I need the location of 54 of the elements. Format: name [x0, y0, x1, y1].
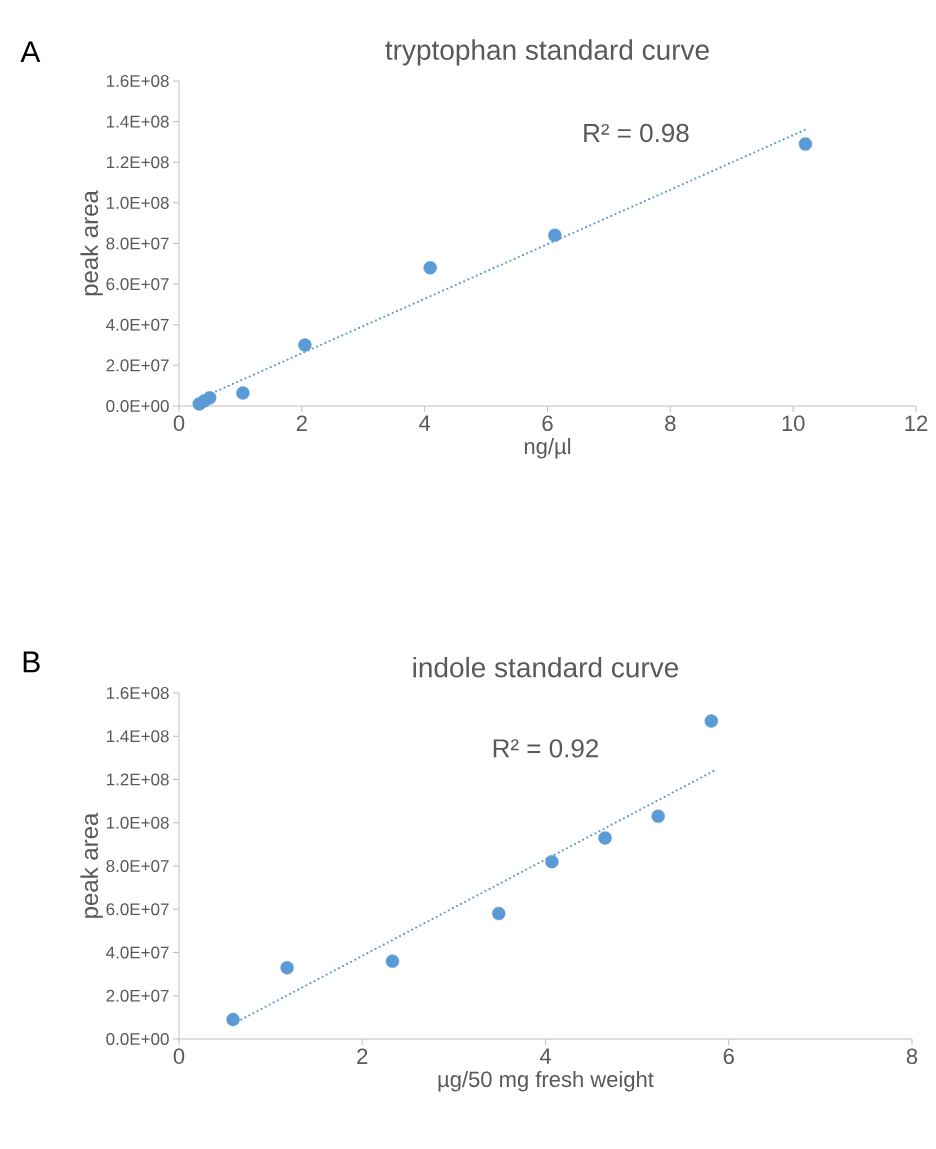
point [492, 906, 506, 921]
y-tick-label: 6.0E+07 [106, 278, 169, 291]
point [651, 809, 665, 823]
x-axis-title: µg/50 mg fresh weight [438, 1070, 654, 1092]
x-tick-label: 6 [542, 415, 553, 432]
x-tick-label: 4 [419, 415, 431, 431]
point [385, 954, 400, 968]
point [280, 960, 294, 975]
x-tick-label: 8 [665, 415, 676, 432]
x-tick-label: 0 [173, 415, 185, 432]
annotation: R² = 0.98 [584, 123, 689, 143]
y-tick-label: 1.4E+08 [106, 730, 169, 743]
x-tick-label: 2 [357, 1048, 368, 1064]
x-tick-label: 10 [782, 415, 805, 432]
y-axis-title: peak area [80, 812, 103, 918]
y-tick-label: 8.0E+07 [106, 859, 169, 873]
point [798, 137, 813, 151]
point [704, 714, 719, 728]
y-tick-label: 1.4E+08 [106, 115, 169, 128]
y-tick-label: 1.6E+08 [106, 686, 169, 700]
y-tick-label: 1.0E+08 [106, 816, 169, 829]
y-tick-label: 1.2E+08 [106, 156, 169, 169]
point [236, 386, 250, 400]
y-tick-label: 1.2E+08 [106, 773, 169, 786]
y-tick-label: 6.0E+07 [106, 903, 169, 916]
x-tick-label: 6 [723, 1048, 734, 1065]
y-tick-label: 4.0E+07 [106, 946, 169, 959]
annotation: R² = 0.92 [493, 739, 598, 758]
point [548, 228, 562, 243]
x-tick-label: 8 [906, 1048, 918, 1065]
point [298, 338, 312, 352]
y-axis-title: peak area [80, 190, 103, 296]
x-tick-label: 0 [173, 1048, 185, 1065]
y-tick-label: 2.0E+07 [106, 359, 169, 372]
y-tick-label: 2.0E+07 [106, 989, 169, 1002]
x-tick-label: 4 [539, 1048, 551, 1064]
chart-title: tryptophan standard curve [385, 39, 709, 66]
y-tick-label: 4.0E+07 [106, 318, 169, 331]
point [203, 391, 217, 405]
x-tick-label: 12 [905, 415, 928, 431]
x-tick-label: 2 [296, 415, 307, 431]
y-tick-label: 1.6E+08 [106, 74, 169, 88]
x-axis-title: ng/µl [524, 437, 571, 459]
text: A [20, 41, 41, 63]
y-tick-label: 0.0E+00 [106, 399, 169, 413]
text: B [23, 651, 40, 673]
point [226, 1012, 240, 1027]
y-tick-label: 0.0E+00 [106, 1032, 169, 1046]
y-tick-label: 8.0E+07 [106, 237, 169, 250]
chart-title: indole standard curve [413, 656, 679, 678]
point [598, 831, 612, 845]
point [423, 261, 437, 275]
point [545, 854, 559, 869]
y-tick-label: 1.0E+08 [106, 196, 169, 209]
